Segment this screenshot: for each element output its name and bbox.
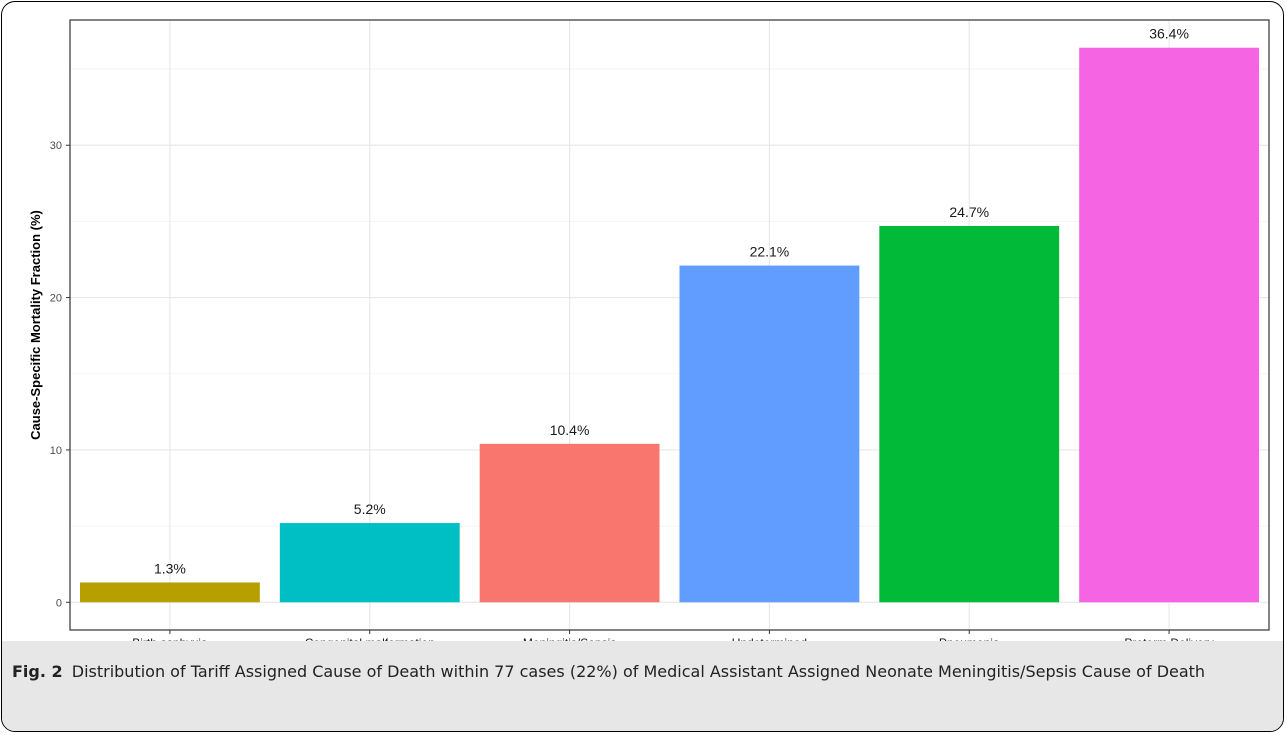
data-label: 36.4% [1149, 26, 1189, 42]
bar-meningitis-sepsis [479, 443, 660, 603]
x-tick-label: Undetermined [732, 636, 807, 642]
x-tick-label: Congenital malformation [305, 636, 435, 642]
caption-background [2, 641, 1283, 731]
x-tick-label: Preterm Delivery [1124, 636, 1213, 642]
y-tick-label: 10 [50, 445, 62, 457]
x-tick-label: Meningitis/Sepsis [523, 636, 616, 642]
data-label: 22.1% [750, 244, 790, 260]
data-label: 10.4% [550, 422, 590, 438]
panel-border [69, 19, 1270, 631]
plot-panel [70, 20, 1269, 630]
x-tick-label: Birth asphyxia [132, 636, 208, 642]
y-tick-label: 30 [50, 140, 62, 152]
bar-pneumonia [879, 225, 1060, 603]
y-tick-label: 0 [56, 597, 62, 609]
bar-congenital-malformation [279, 523, 460, 603]
data-label: 5.2% [354, 501, 386, 517]
bar-chart: 1.3% 5.2% 10.4% 22.1% 24.7% 36.4% 0 10 20 30 Birth… [28, 19, 1270, 642]
data-label: 1.3% [154, 560, 186, 576]
y-axis-title: Cause-Specific Mortality Fraction (%) [28, 210, 43, 440]
y-tick-label: 20 [50, 293, 62, 305]
figure-label: Fig. 2 [12, 662, 63, 681]
data-label: 24.7% [949, 204, 989, 220]
figure-caption-text: Distribution of Tariff Assigned Cause of… [71, 662, 1206, 681]
x-tick-label: Pneumonia [939, 636, 1000, 642]
bar-undetermined [679, 265, 860, 603]
bar-birth-asphyxia [79, 582, 260, 603]
bar-preterm-delivery [1079, 47, 1260, 603]
figure-caption: Fig. 2 Distribution of Tariff Assigned C… [12, 660, 1262, 684]
